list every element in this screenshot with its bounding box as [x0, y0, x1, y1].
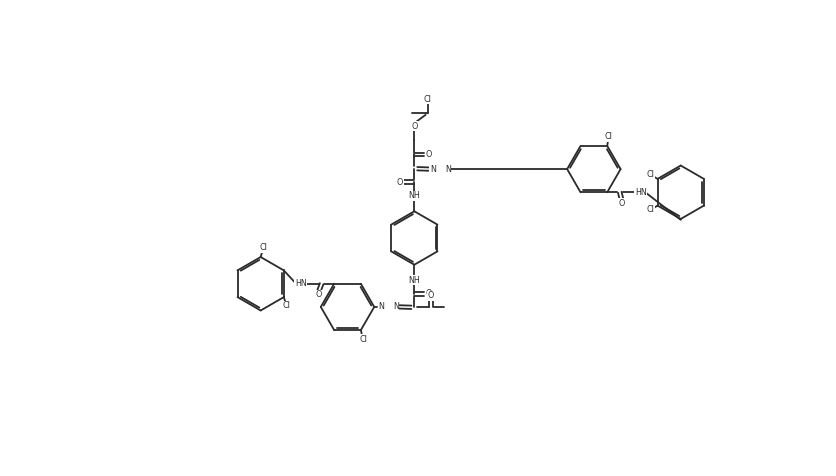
Text: N: N	[378, 302, 384, 311]
Text: Cl: Cl	[646, 205, 654, 214]
Text: HN: HN	[294, 279, 306, 288]
Text: N: N	[429, 165, 435, 174]
Text: O: O	[618, 198, 624, 208]
Text: Cl: Cl	[604, 132, 612, 141]
Text: Cl: Cl	[282, 301, 290, 310]
Text: NH: NH	[408, 276, 420, 285]
Text: N: N	[393, 302, 399, 311]
Text: Cl: Cl	[259, 243, 267, 252]
Text: O: O	[425, 289, 431, 298]
Text: N: N	[444, 165, 450, 174]
Text: HN: HN	[634, 188, 645, 197]
Text: NH: NH	[408, 191, 420, 200]
Text: O: O	[427, 291, 434, 300]
Text: Cl: Cl	[359, 335, 367, 344]
Text: Cl: Cl	[646, 170, 654, 179]
Text: O: O	[410, 121, 417, 130]
Text: O: O	[315, 290, 322, 299]
Text: Cl: Cl	[423, 95, 431, 104]
Text: O: O	[425, 150, 431, 159]
Text: O: O	[396, 178, 403, 187]
